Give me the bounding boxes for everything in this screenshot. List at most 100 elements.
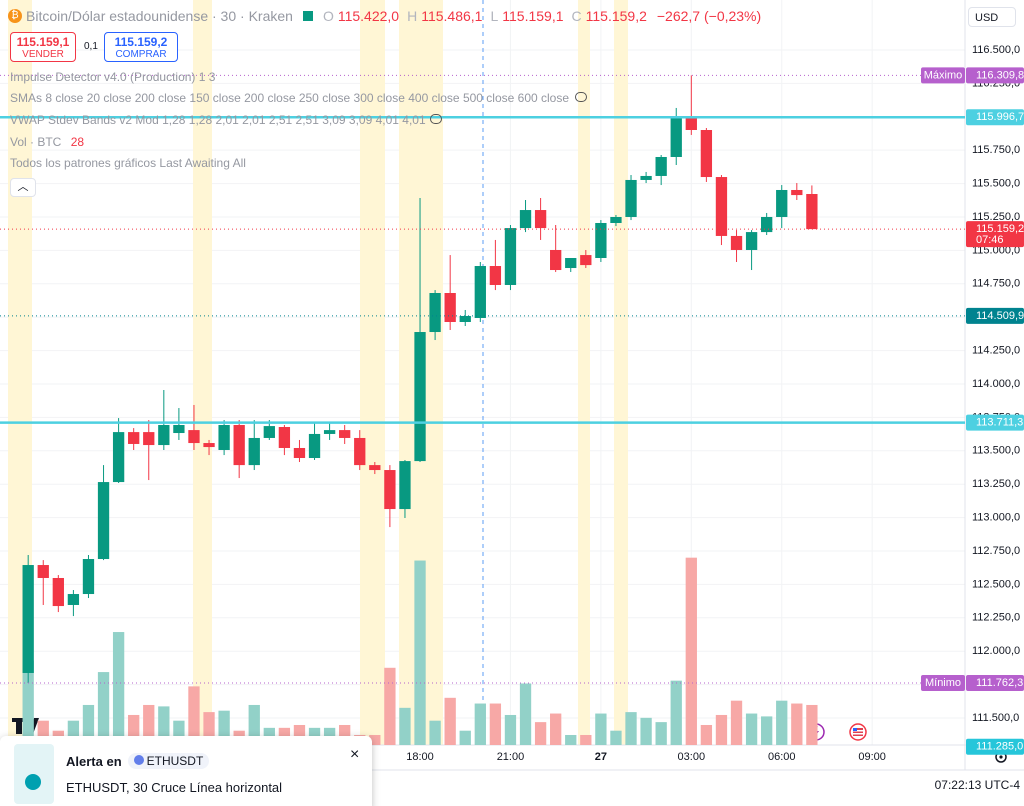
- volume-bar: [203, 712, 215, 745]
- alert-symbol[interactable]: ETHUSDT: [127, 753, 210, 769]
- volume-bar: [429, 720, 441, 745]
- volume-bar: [37, 720, 49, 745]
- volume-bar: [806, 704, 818, 745]
- symbol[interactable]: Bitcoin/Dólar estadounidense · 30 · Krak…: [26, 8, 293, 24]
- candle-body: [534, 210, 547, 229]
- x-tick-label: 21:00: [497, 751, 525, 763]
- collapse-button[interactable]: ︿: [10, 178, 36, 197]
- candle-body: [188, 430, 200, 444]
- volume-bar: [534, 722, 547, 745]
- hidden-icon[interactable]: [430, 114, 442, 124]
- y-tick-label: 112.500,0: [972, 578, 1020, 590]
- candle-body: [97, 482, 110, 560]
- price-label-box: [966, 674, 1024, 691]
- candle-body: [610, 216, 622, 223]
- volume-bar: [730, 700, 743, 745]
- buy-button[interactable]: 115.159,2 COMPRAR: [104, 32, 178, 62]
- volume-bar: [670, 680, 682, 745]
- candle-body: [791, 189, 803, 196]
- volume-bar: [625, 712, 637, 745]
- volume-bar: [745, 713, 758, 745]
- volume-bar: [248, 704, 260, 745]
- volume-bar: [489, 703, 502, 745]
- price-label-box: [966, 738, 1024, 755]
- candle-body: [143, 432, 155, 446]
- candle-body: [504, 228, 517, 285]
- ohlc-value: 115.422,0: [337, 8, 400, 24]
- candle-body: [745, 232, 758, 250]
- volume-bar: [128, 714, 140, 745]
- volume-bar: [519, 683, 532, 745]
- price-label: 115.996,7: [976, 111, 1024, 123]
- candle-body: [776, 189, 788, 217]
- candle-body: [37, 565, 49, 578]
- buy-price: 115.159,2: [114, 35, 168, 49]
- candle-body: [761, 216, 773, 233]
- ohlc-label: O: [322, 8, 334, 24]
- alert-symbol-text: ETHUSDT: [146, 754, 204, 768]
- candle-body: [354, 437, 366, 466]
- indicator-legend[interactable]: Todos los patrones gráficos Last Awaitin…: [10, 156, 246, 170]
- candle-body: [248, 437, 260, 466]
- y-tick-label: 113.500,0: [972, 445, 1020, 457]
- price-label: 116.309,8: [976, 69, 1024, 81]
- sell-button[interactable]: 115.159,1 VENDER: [10, 32, 76, 62]
- btc-icon: ₿: [8, 9, 22, 23]
- candle-body: [489, 266, 502, 285]
- price-label-box: [966, 67, 1024, 84]
- candle-body: [233, 425, 245, 466]
- candle-body: [308, 433, 321, 459]
- price-label: 115.159,2: [976, 223, 1024, 235]
- ohlc-value: 115.159,1: [502, 8, 564, 24]
- candle-body: [444, 293, 456, 322]
- candle-body: [112, 432, 125, 483]
- currency-select[interactable]: USD: [968, 7, 1016, 27]
- indicator-legend[interactable]: Vol · BTC 28: [10, 135, 84, 149]
- countdown-label: 07:46: [976, 234, 1004, 246]
- alert-close[interactable]: ×: [350, 746, 360, 763]
- price-tag-box: [921, 674, 965, 691]
- volume-bar: [158, 706, 170, 745]
- volume-bar: [791, 703, 803, 745]
- y-tick-label: 111.500,0: [972, 712, 1019, 724]
- volume-bar: [550, 713, 562, 745]
- indicator-legend[interactable]: SMAs 8 close 20 close 200 close 150 clos…: [10, 91, 570, 105]
- candle-body: [323, 430, 336, 434]
- candle-body: [67, 594, 80, 605]
- candle-body: [218, 425, 230, 450]
- volume-bar: [173, 720, 185, 745]
- candle-body: [278, 427, 291, 448]
- candle-body: [565, 257, 577, 269]
- indicator-legend[interactable]: VWAP Stdev Bands v2 Mod 1,28 1,28 2,01 2…: [10, 113, 426, 127]
- candle-body: [730, 235, 743, 250]
- candle-body: [640, 175, 652, 180]
- quantity[interactable]: 0,1: [84, 41, 98, 52]
- flag-icon[interactable]: [849, 723, 867, 741]
- candle-body: [595, 222, 607, 258]
- y-tick-label: 112.250,0: [972, 612, 1020, 624]
- volume-bar: [293, 724, 306, 745]
- hidden-icon[interactable]: [575, 92, 587, 102]
- volume-bar: [444, 697, 456, 745]
- candle-body: [625, 179, 637, 217]
- ohlc-label: C: [571, 8, 582, 24]
- price-tag: Mínimo: [925, 677, 961, 689]
- sell-price: 115.159,1: [16, 35, 70, 49]
- price-label-box: [966, 109, 1024, 126]
- candle-body: [158, 425, 170, 446]
- ohlc-value: 115.159,2: [585, 8, 647, 24]
- volume-bar: [504, 714, 517, 745]
- volume-bar: [384, 667, 396, 745]
- ohlc-label: H: [407, 8, 418, 24]
- volume-bar: [22, 660, 34, 745]
- candle-body: [22, 565, 34, 673]
- x-tick-label: 03:00: [678, 751, 706, 763]
- candle-body: [173, 425, 185, 434]
- candle-body: [384, 470, 396, 510]
- alert-title-text: Alerta en: [66, 753, 122, 769]
- indicator-legend[interactable]: Impulse Detector v4.0 (Production) 1 3: [10, 70, 216, 84]
- volume-bar: [640, 717, 652, 745]
- price-tag-box: [921, 67, 965, 84]
- clock: 07:22:13 UTC-4: [935, 778, 1021, 792]
